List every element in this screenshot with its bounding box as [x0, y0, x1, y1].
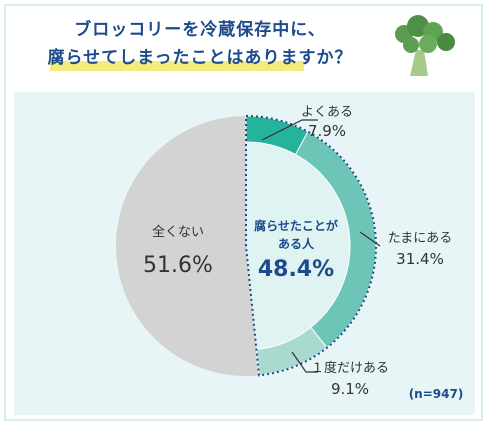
sample-size-note: (n=947) — [409, 387, 464, 401]
value-often: 7.9% — [308, 122, 346, 140]
title-line-1: ブロッコリーを冷蔵保存中に、 — [74, 20, 326, 40]
title-line-2: 腐らせてしまったことはありますか？ — [48, 44, 353, 72]
title-highlight — [49, 61, 305, 71]
label-yes-line2: ある人 — [278, 236, 315, 251]
leader-line-once — [291, 351, 318, 373]
leader-line-sometimes — [359, 231, 381, 247]
yes-region-outline — [245, 114, 377, 377]
ring-slice-once — [255, 326, 328, 376]
label-once: １度だけある — [311, 360, 389, 376]
value-once: 9.1% — [331, 380, 369, 398]
label-never: 全くない — [152, 224, 204, 240]
broccoli-icon — [395, 15, 455, 76]
pie-slice-never — [115, 116, 260, 376]
label-yes-line1: 腐らせたことが — [254, 218, 338, 233]
chart-title: ブロッコリーを冷蔵保存中に、 腐らせてしまったことはありますか？ — [0, 16, 400, 72]
value-never: 51.6% — [143, 253, 213, 278]
label-often: よくある — [301, 105, 353, 120]
label-sometimes: たまにある — [388, 231, 453, 246]
value-yes: 48.4% — [258, 257, 334, 282]
value-sometimes: 31.4% — [396, 250, 444, 268]
leader-line-often — [261, 119, 318, 141]
